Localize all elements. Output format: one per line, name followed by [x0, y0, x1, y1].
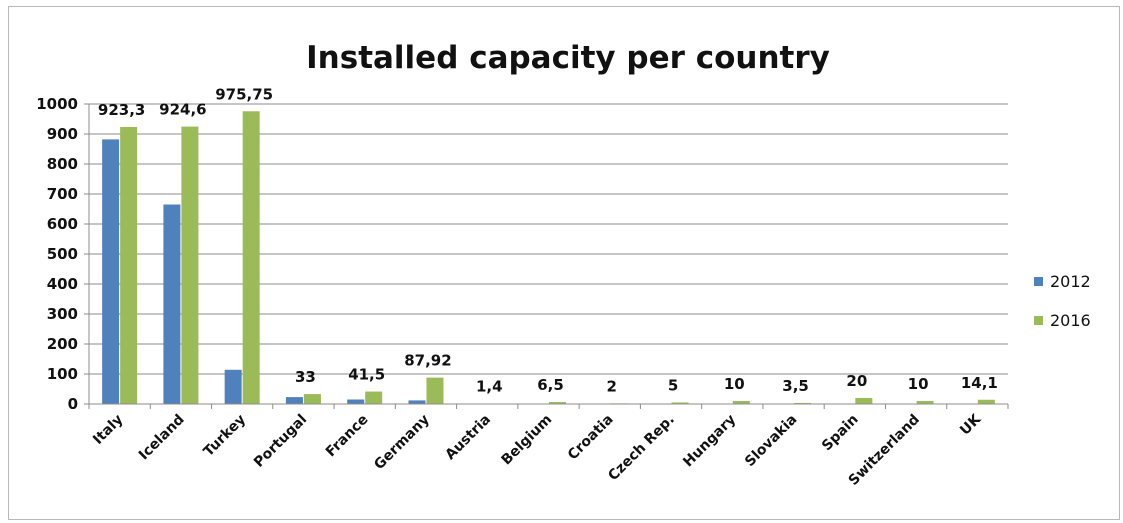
bar-2012-france	[347, 399, 365, 404]
x-tick-label: Turkey	[201, 412, 249, 460]
bar-2016-italy	[120, 127, 138, 404]
x-tick-label: Portugal	[251, 412, 310, 471]
bar-2016-czech-rep-	[671, 402, 689, 404]
x-tick-label: Italy	[90, 412, 126, 448]
data-label: 20	[846, 372, 867, 390]
y-tick-label: 700	[47, 185, 78, 203]
bar-2016-slovakia	[794, 402, 812, 404]
y-tick-label: 100	[47, 365, 78, 383]
bar-2016-spain	[855, 398, 873, 404]
bar-2016-belgium	[549, 402, 566, 404]
data-label: 10	[908, 375, 929, 393]
data-label: 5	[668, 377, 678, 395]
data-label: 975,75	[215, 85, 273, 103]
chart-title: Installed capacity per country	[306, 40, 830, 76]
data-label: 3,5	[782, 377, 809, 395]
legend-label-2012: 2012	[1050, 272, 1091, 291]
y-tick-label: 500	[47, 245, 78, 263]
bar-2016-iceland	[181, 126, 199, 405]
bar-2016-portugal	[303, 394, 321, 404]
y-tick-label: 300	[47, 305, 78, 323]
data-label: 41,5	[348, 366, 385, 384]
y-tick-label: 800	[47, 155, 78, 173]
x-axis: Italy Iceland Turkey Portugal France Germany A…	[88, 403, 1009, 489]
x-tick-label: UK	[957, 411, 985, 439]
bar-2016-turkey	[242, 111, 260, 405]
x-tick-label: Belgium	[499, 412, 556, 469]
x-tick-label: Austria	[442, 412, 494, 464]
bar-2016-hungary	[732, 401, 750, 404]
data-label: 14,1	[961, 374, 998, 392]
x-tick-label: Germany	[371, 412, 433, 474]
bar-2012-italy	[102, 139, 120, 404]
data-label: 923,3	[98, 101, 145, 119]
bars	[102, 111, 995, 405]
x-tick-label: Iceland	[136, 412, 188, 464]
bar-2016-uk	[977, 399, 995, 404]
gridlines	[89, 103, 1008, 405]
x-tick-label: Croatia	[565, 412, 617, 464]
y-axis: 0 100 200 300 400 500 600 700 800 900 1000	[36, 95, 90, 413]
legend-label-2016: 2016	[1050, 311, 1091, 330]
data-label: 1,4	[476, 378, 503, 396]
x-tick-label: Slovakia	[742, 412, 800, 470]
data-label: 87,92	[404, 352, 451, 370]
bar-2016-germany	[426, 377, 444, 404]
y-tick-label: 400	[47, 275, 78, 293]
bar-2012-portugal	[285, 397, 303, 404]
bar-2016-france	[365, 391, 383, 404]
y-tick-label: 900	[47, 125, 78, 143]
legend-swatch-2012	[1034, 277, 1043, 286]
y-tick-label: 600	[47, 215, 78, 233]
data-label: 33	[295, 368, 316, 386]
y-tick-label: 1000	[36, 95, 78, 113]
y-tick-label: 200	[47, 335, 78, 353]
bar-2012-turkey	[224, 369, 242, 404]
bar-2016-switzerland	[916, 401, 934, 404]
bar-2012-iceland	[163, 204, 181, 404]
data-label: 6,5	[537, 376, 564, 394]
data-label: 10	[724, 375, 745, 393]
y-tick-label: 0	[68, 395, 78, 413]
bar-2012-germany	[408, 400, 426, 404]
legend: 2012 2016	[1034, 272, 1091, 330]
x-tick-label: France	[323, 412, 372, 461]
x-tick-label: Hungary	[680, 412, 739, 471]
data-labels: 923,3 924,6 975,75 33 41,5 87,92 1,4 6,5 2 5 10 3,5…	[98, 85, 998, 395]
legend-swatch-2016	[1034, 316, 1043, 325]
x-tick-label: Spain	[819, 412, 862, 455]
data-label: 2	[607, 377, 617, 395]
data-label: 924,6	[159, 101, 206, 119]
